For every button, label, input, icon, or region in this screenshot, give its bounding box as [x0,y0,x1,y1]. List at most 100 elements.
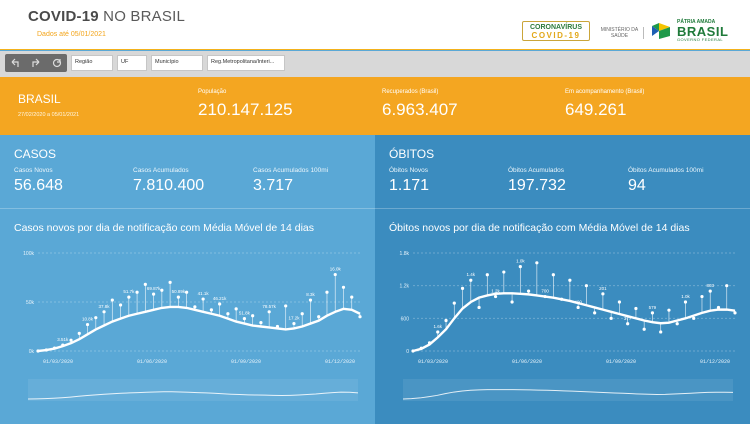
data-label: 201 [599,286,607,291]
data-point [201,297,205,301]
data-point [251,314,255,318]
data-point [234,307,238,311]
data-label: 803 [706,283,714,288]
data-point [526,289,531,293]
data-label: 1.0k [516,259,525,264]
data-label: 16.0k [330,267,342,272]
data-point [143,282,147,286]
obitos-novos-value: 1.171 [389,177,430,194]
ministry-logo: MINISTÉRIO DA SAÚDE [600,27,644,39]
data-point [626,322,630,326]
data-label: 700 [541,289,549,294]
data-label: 51.8k [239,311,251,316]
data-point [568,278,572,282]
data-point [725,284,729,288]
data-label: 51.7k [123,289,135,294]
data-point [617,300,622,304]
x-tick-label: 01/09/2020 [606,359,636,365]
obitos-panel: ÓBITOS Óbitos Novos 1.171 Óbitos Acumula… [375,135,750,424]
filter-regiao-metropolitana[interactable]: Reg.Metropolitana/Interi... [207,55,285,71]
data-point [535,261,539,265]
data-point [650,311,655,315]
population-value: 210.147.125 [198,100,293,119]
data-point [94,316,98,320]
obitos-title: ÓBITOS [389,147,435,161]
obitos-acumulados-value: 197.732 [508,177,566,194]
data-point [477,305,481,310]
data-point [601,292,605,296]
filter-municipio[interactable]: Município [151,55,203,71]
casos-panel: CASOS Casos Novos 56.648 Casos Acumulado… [0,135,375,424]
data-label: 400 [574,299,582,304]
obitos-100mi-value: 94 [628,177,646,194]
data-point [267,310,271,314]
government-logo: PÁTRIA AMADA BRASIL GOVERNO FEDERAL [677,19,729,42]
data-point [358,315,362,319]
data-point [683,300,688,304]
x-tick-label: 01/03/2020 [43,359,73,365]
data-label: 50.89k [172,289,186,294]
coronavirus-logo: CORONAVÍRUS COVID-19 [522,21,590,41]
slider-sparkline [403,389,733,400]
casos-novos-label: Casos Novos [14,167,53,174]
data-label: 37.8k [99,304,111,309]
app-header: COVID-19 NO BRASIL Dados até 05/01/2021 … [0,0,750,50]
data-point [185,290,189,294]
data-label: 10.8k [82,317,94,322]
data-point [176,295,180,299]
data-label: 41.1k [198,291,210,296]
data-label: 579 [649,305,657,310]
redo-icon[interactable] [30,57,42,69]
data-point [485,273,489,277]
filter-uf[interactable]: UF [117,55,147,71]
data-point [160,288,164,292]
slider-track [28,379,358,401]
reset-icon[interactable] [51,57,63,69]
data-point [292,321,296,326]
obitos-100mi-label: Óbitos Acumulados 100mi [628,167,704,174]
obitos-acumulados-label: Óbitos Acumulados [508,167,565,174]
casos-range-slider[interactable] [28,379,358,401]
recovered-label: Recuperados (Brasil) [382,89,439,95]
filter-regiao[interactable]: Região [71,55,113,71]
data-point [452,301,456,305]
data-point [284,304,288,308]
data-label: 69.87k [147,286,161,291]
y-tick-label: 100k [23,251,34,257]
divider [375,208,750,209]
data-label: 17.2k [288,316,300,321]
data-label: 78.57k [262,304,276,309]
data-label: 1.4k [467,272,476,277]
data-point [469,278,473,282]
casos-novos-value: 56.648 [14,177,63,194]
data-point [510,300,514,304]
population-label: População [198,89,227,95]
data-label: 3.51k [57,337,69,342]
data-point [642,327,646,331]
data-point [576,305,580,310]
data-date: Dados até 05/01/2021 [37,31,106,38]
obitos-range-slider[interactable] [403,379,733,401]
undo-icon[interactable] [9,57,21,69]
data-point [102,310,106,314]
x-tick-label: 01/09/2020 [231,359,261,365]
divider [0,208,375,209]
data-point [168,280,172,284]
data-point [584,284,588,288]
slider-sparkline [28,391,358,400]
data-point [700,294,704,299]
data-point [226,312,230,316]
filter-bar: Região UF Município Reg.Metropolitana/In… [0,51,750,77]
data-point [333,272,337,277]
y-tick-label: 0 [406,349,409,355]
data-point [350,295,354,299]
data-point [551,273,555,277]
page-title: COVID-19 NO BRASIL [28,8,185,25]
data-point [593,311,597,315]
data-point [502,270,506,274]
toolbar [5,54,67,72]
obitos-chart-title: Óbitos novos por dia de notificação com … [389,222,690,234]
data-point [634,306,638,311]
x-tick-label: 01/12/2020 [325,359,355,365]
data-point [209,308,213,312]
